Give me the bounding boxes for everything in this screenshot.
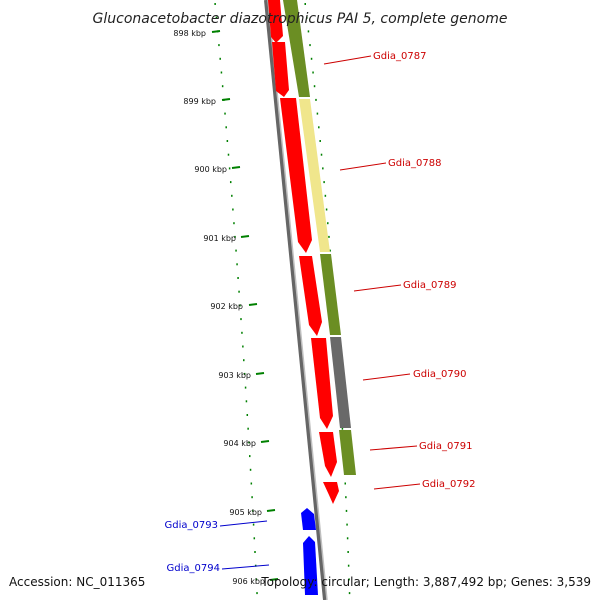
cds-arrow <box>301 508 316 530</box>
cds-arrow <box>303 536 318 595</box>
gene-labels: Gdia_0787 Gdia_0788 Gdia_0789 Gdia_0790 … <box>165 51 476 574</box>
cog-segment <box>299 99 330 252</box>
summary-text: Topology: circular; Length: 3,887,492 bp… <box>260 575 591 589</box>
accession-text: Accession: NC_011365 <box>9 575 145 589</box>
tick-label: 902 kbp <box>210 302 243 311</box>
cds-arrow <box>268 0 283 43</box>
tick-label: 904 kbp <box>223 439 256 448</box>
gene-label: Gdia_0791 <box>419 441 472 452</box>
gene-label: Gdia_0790 <box>413 369 466 380</box>
gene-label: Gdia_0793 <box>165 520 218 531</box>
gene-label: Gdia_0789 <box>403 280 456 291</box>
gene-label: Gdia_0787 <box>373 51 426 62</box>
cds-ring <box>268 0 339 595</box>
gene-label: Gdia_0788 <box>388 158 441 169</box>
cds-arrow <box>272 42 289 97</box>
cog-ring <box>283 0 356 475</box>
tick-label: 901 kbp <box>203 234 236 243</box>
backbone <box>264 0 328 600</box>
gene-label: Gdia_0792 <box>422 479 475 490</box>
major-ticks <box>211 30 279 581</box>
tick-label: 906 kbp <box>232 577 265 586</box>
cog-segment <box>339 430 356 475</box>
outer-tick-ring <box>214 3 258 595</box>
cds-arrow <box>319 432 337 477</box>
tick-label: 905 kbp <box>229 508 262 517</box>
tick-label: 898 kbp <box>173 29 206 38</box>
tick-label: 899 kbp <box>183 97 216 106</box>
tick-label: 903 kbp <box>218 371 251 380</box>
map-title: Gluconacetobacter diazotrophicus PAI 5, … <box>93 11 508 27</box>
cds-arrow <box>280 98 312 253</box>
cds-arrow <box>311 338 333 429</box>
cog-segment <box>320 254 341 335</box>
tick-labels: 898 kbp 899 kbp 900 kbp 901 kbp 902 kbp … <box>173 29 265 586</box>
cog-segment <box>330 337 351 428</box>
gene-label: Gdia_0794 <box>167 563 220 574</box>
cds-arrow <box>323 482 339 504</box>
cds-arrow <box>299 256 322 336</box>
label-leaders <box>219 55 421 570</box>
tick-label: 900 kbp <box>194 165 227 174</box>
cog-segment <box>283 0 310 97</box>
